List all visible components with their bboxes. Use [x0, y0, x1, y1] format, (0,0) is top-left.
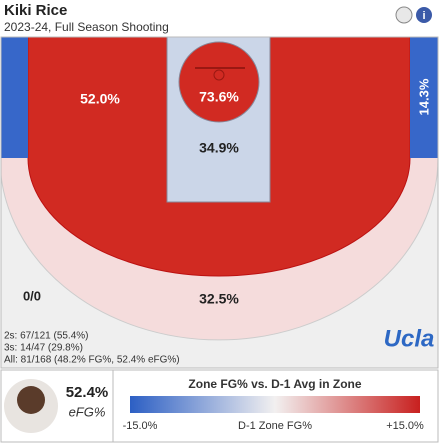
legend-title: Zone FG% vs. D-1 Avg in Zone: [188, 377, 361, 391]
zone-label: 52.0%: [80, 91, 120, 107]
court-border: [0, 36, 439, 369]
team-logo: Ucla: [384, 325, 435, 352]
info-glyph: i: [422, 10, 425, 22]
stat-line: 3s: 14/47 (29.8%): [4, 343, 83, 354]
toggle-icon[interactable]: [395, 6, 413, 24]
efg-value: 52.4%: [66, 384, 109, 401]
zone-corner-right: [410, 37, 438, 158]
info-icon[interactable]: [416, 7, 432, 23]
stat-line: 2s: 67/121 (55.4%): [4, 331, 89, 342]
zone-rim: [178, 41, 260, 123]
zone-label: 0/0: [23, 288, 41, 303]
legend-mid: D-1 Zone FG%: [238, 420, 312, 432]
zone-corner-left-line: [1, 37, 28, 158]
zone-label: 34.9%: [199, 140, 239, 156]
stat-line: All: 81/168 (48.2% FG%, 52.4% eFG%): [4, 355, 180, 366]
hoop: [213, 69, 225, 81]
efg-label: eFG%: [69, 404, 106, 419]
zone-label: 32.5%: [199, 291, 239, 307]
legend-gradient: [130, 396, 420, 413]
zone-label: 73.6%: [199, 89, 239, 105]
court: [1, 37, 438, 368]
zone-label: 14.3%: [416, 78, 431, 115]
legend-high: +15.0%: [386, 420, 424, 432]
legend-low: -15.0%: [123, 420, 158, 432]
player-photo-head: [17, 386, 45, 414]
title: Kiki Rice: [4, 2, 67, 19]
subtitle: 2023-24, Full Season Shooting: [4, 20, 169, 34]
